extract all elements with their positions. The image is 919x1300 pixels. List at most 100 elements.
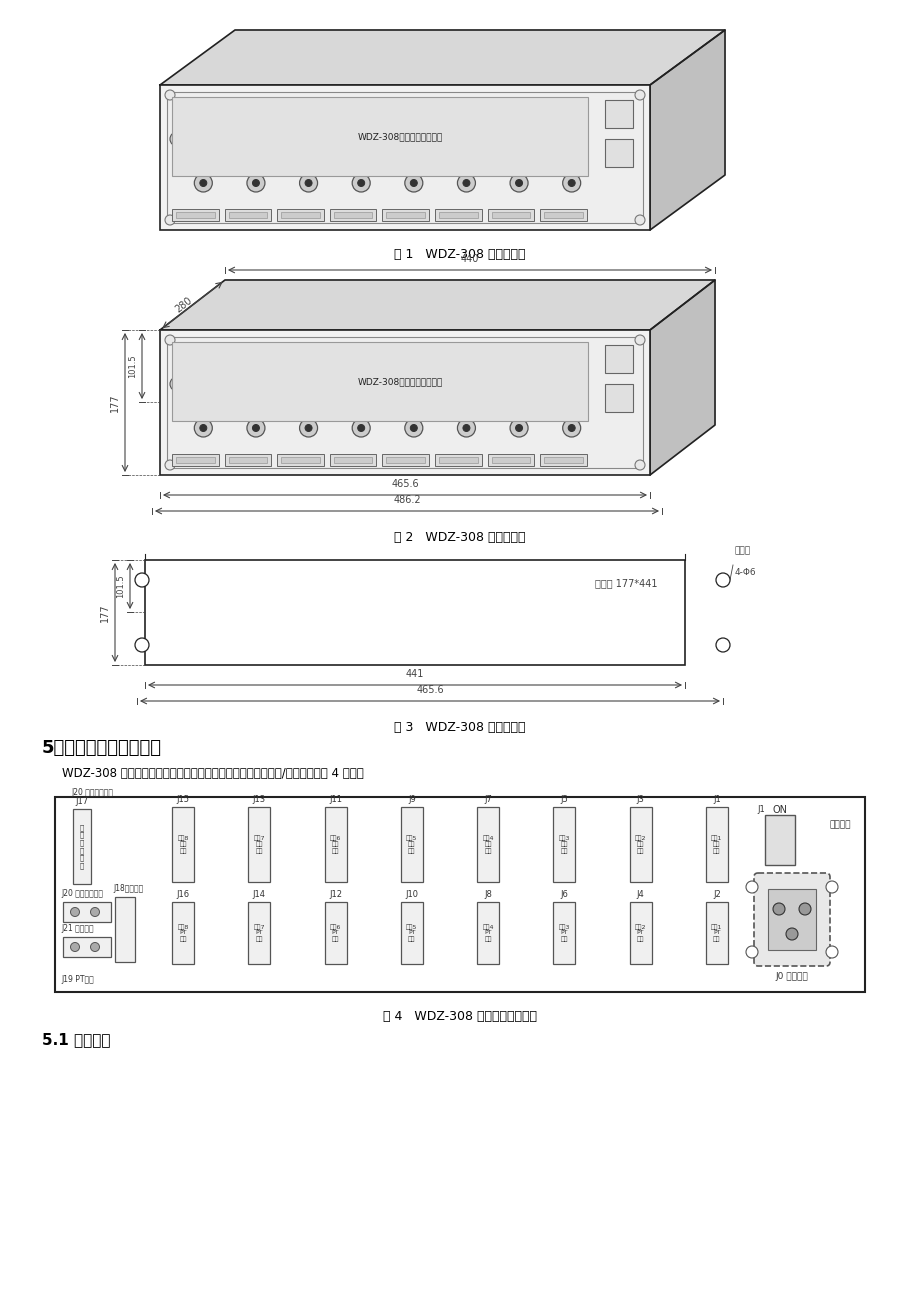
Text: 对象6
控制
输出: 对象6 控制 输出 <box>330 835 341 854</box>
Text: J19 PT输出: J19 PT输出 <box>61 975 94 984</box>
Circle shape <box>252 425 259 432</box>
Circle shape <box>192 133 206 146</box>
Bar <box>382 454 428 465</box>
Circle shape <box>194 174 212 192</box>
Circle shape <box>609 389 628 407</box>
Text: 5．接线端子及使用说明: 5．接线端子及使用说明 <box>42 738 162 757</box>
Bar <box>172 902 194 965</box>
Bar <box>248 807 270 881</box>
Bar <box>277 209 323 221</box>
Circle shape <box>192 377 206 391</box>
Text: 图 4   WDZ-308 背部插头座示意图: 图 4 WDZ-308 背部插头座示意图 <box>382 1010 537 1023</box>
Text: J1: J1 <box>712 796 720 803</box>
Circle shape <box>509 174 528 192</box>
Text: J20 对象选中输出: J20 对象选中输出 <box>61 889 103 898</box>
Bar <box>552 902 574 965</box>
Text: 对象2
PT
输入: 对象2 PT 输入 <box>634 924 646 942</box>
Circle shape <box>745 881 757 893</box>
Bar <box>172 807 194 881</box>
Bar <box>224 209 271 221</box>
Bar <box>765 815 794 865</box>
Bar <box>438 212 477 218</box>
Circle shape <box>199 425 207 432</box>
Text: J21 遥控输入: J21 遥控输入 <box>61 924 94 933</box>
Bar <box>544 212 583 218</box>
Text: 280: 280 <box>174 295 194 315</box>
Circle shape <box>404 174 423 192</box>
Bar <box>629 807 651 881</box>
Bar <box>767 889 815 950</box>
Circle shape <box>214 133 228 146</box>
FancyBboxPatch shape <box>754 874 829 966</box>
Bar <box>330 454 376 465</box>
Circle shape <box>194 419 212 437</box>
Text: 对象7
PT
输入: 对象7 PT 输入 <box>254 924 265 942</box>
Circle shape <box>515 179 522 186</box>
Bar <box>438 458 477 463</box>
Text: J20 对象选中输出: J20 对象选中输出 <box>71 788 113 797</box>
Text: J18报警输出: J18报警输出 <box>113 884 143 893</box>
Text: 177: 177 <box>110 393 119 412</box>
Bar <box>705 807 727 881</box>
Polygon shape <box>650 280 714 474</box>
Text: 图 1   WDZ-308 结构示意图: 图 1 WDZ-308 结构示意图 <box>394 248 525 261</box>
Circle shape <box>715 638 729 653</box>
Circle shape <box>609 105 628 124</box>
Bar <box>544 458 583 463</box>
Circle shape <box>165 214 175 225</box>
Text: 486.2: 486.2 <box>392 495 420 504</box>
Bar <box>229 212 267 218</box>
Bar <box>160 330 650 474</box>
Bar <box>115 897 135 962</box>
Text: 465.6: 465.6 <box>391 478 418 489</box>
Circle shape <box>305 425 312 432</box>
Text: 对象8
控制
输出: 对象8 控制 输出 <box>177 835 188 854</box>
Text: 对象4
控制
输出: 对象4 控制 输出 <box>482 835 494 854</box>
Text: WDZ-308智能同期切换装置: WDZ-308智能同期切换装置 <box>357 133 443 140</box>
Bar <box>73 809 91 884</box>
Bar <box>281 212 320 218</box>
Circle shape <box>715 573 729 588</box>
Bar <box>229 458 267 463</box>
Text: 开圆孔: 开圆孔 <box>734 546 750 555</box>
Bar <box>605 100 632 127</box>
Text: J6: J6 <box>560 891 568 900</box>
Bar <box>172 342 587 421</box>
Circle shape <box>214 377 228 391</box>
Bar <box>167 92 642 224</box>
Text: J9: J9 <box>407 796 415 803</box>
Circle shape <box>634 460 644 471</box>
Circle shape <box>462 425 470 432</box>
Bar <box>435 454 482 465</box>
Circle shape <box>170 377 184 391</box>
Bar <box>224 454 271 465</box>
Text: J15: J15 <box>176 796 189 803</box>
Circle shape <box>825 881 837 893</box>
Text: J4: J4 <box>636 891 644 900</box>
Text: 177: 177 <box>100 603 110 621</box>
Text: 图 2   WDZ-308 安装尺寸图: 图 2 WDZ-308 安装尺寸图 <box>394 530 525 543</box>
Circle shape <box>199 179 207 186</box>
Text: 对象8
PT
输入: 对象8 PT 输入 <box>177 924 188 942</box>
Circle shape <box>71 907 79 916</box>
Text: 对象1
控制
输出: 对象1 控制 输出 <box>710 835 721 854</box>
Text: J5: J5 <box>560 796 568 803</box>
Text: 441: 441 <box>405 670 424 679</box>
Bar <box>605 344 632 373</box>
Text: J14: J14 <box>253 891 266 900</box>
Text: 4-Φ6: 4-Φ6 <box>734 568 755 577</box>
Text: 对象4
PT
输入: 对象4 PT 输入 <box>482 924 494 942</box>
Bar <box>552 807 574 881</box>
Circle shape <box>462 179 470 186</box>
Circle shape <box>352 174 369 192</box>
Text: 对象6
PT
输入: 对象6 PT 输入 <box>330 924 341 942</box>
Bar <box>281 458 320 463</box>
Bar <box>382 209 428 221</box>
Bar <box>176 458 214 463</box>
Circle shape <box>509 419 528 437</box>
Text: 对象1
PT
输入: 对象1 PT 输入 <box>710 924 721 942</box>
Bar <box>324 807 346 881</box>
Bar <box>145 560 685 666</box>
Text: 对象3
控制
输出: 对象3 控制 输出 <box>558 835 570 854</box>
Circle shape <box>410 425 417 432</box>
